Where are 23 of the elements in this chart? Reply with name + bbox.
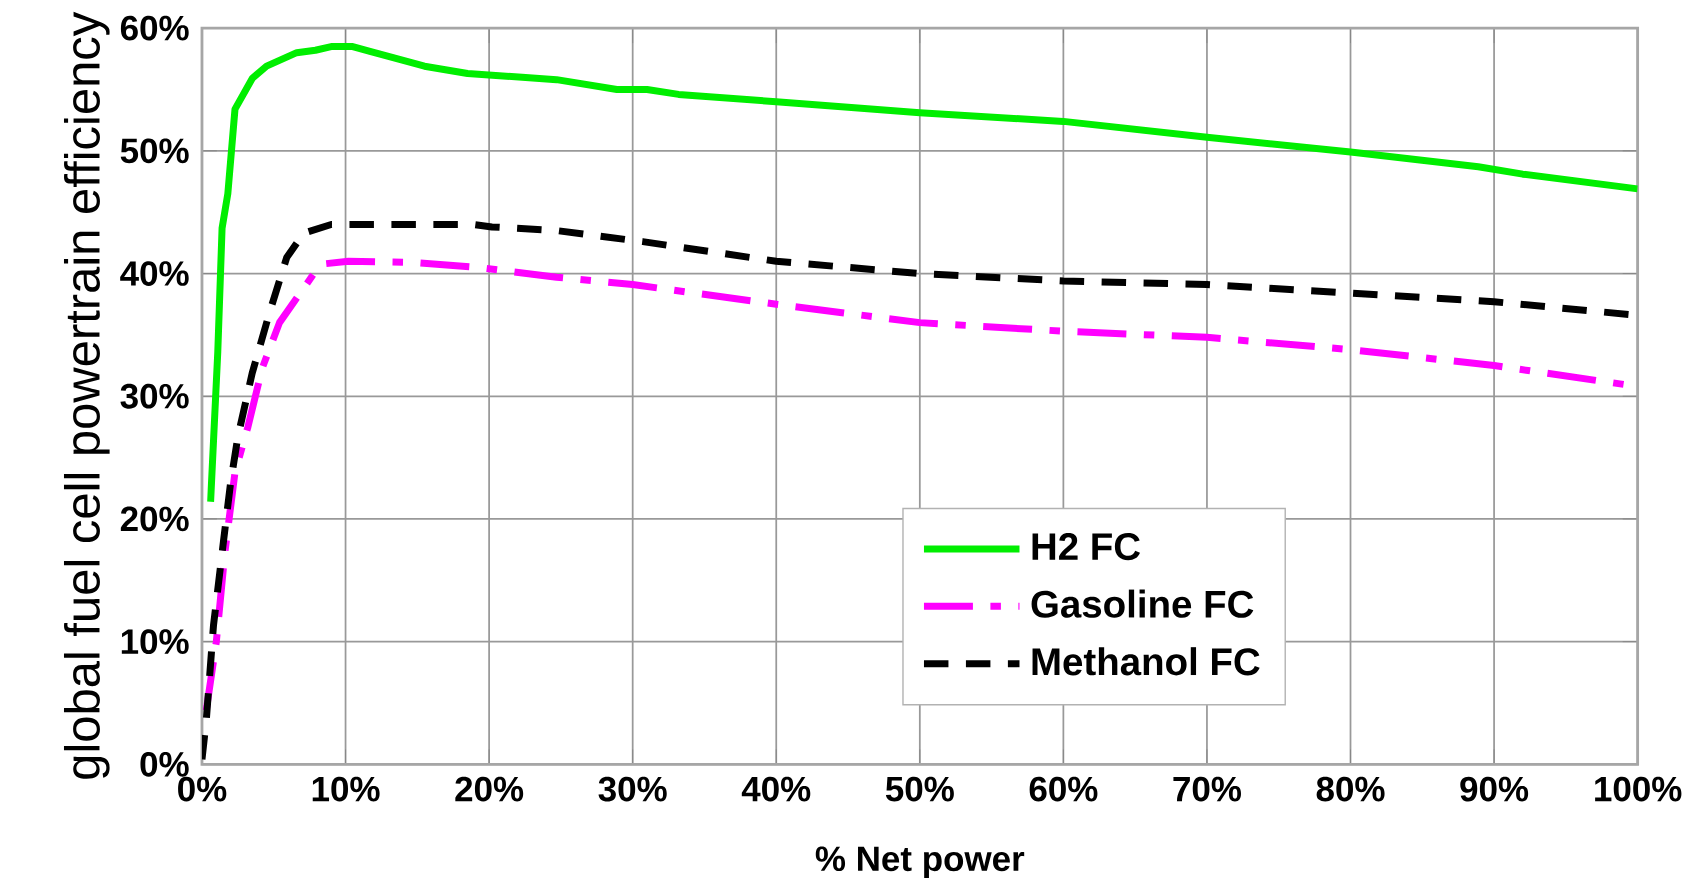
y-tick-label: 10% <box>121 629 189 655</box>
x-tick-label: 80% <box>1316 776 1385 802</box>
y-tick-label: 50% <box>120 138 189 164</box>
legend-label: Methanol FC <box>1032 647 1260 676</box>
y-tick-label: 20% <box>120 506 189 532</box>
legend-label: H2 FC <box>1032 533 1140 561</box>
x-tick-label: 20% <box>455 776 524 802</box>
x-tick-label: 90% <box>1460 776 1529 802</box>
x-tick-label: 50% <box>885 776 954 802</box>
x-tick-label: 10% <box>312 776 380 802</box>
x-tick-label: 60% <box>1029 776 1098 802</box>
legend-label: Gasoline FC <box>1031 589 1254 618</box>
x-tick-label: 70% <box>1173 776 1241 802</box>
x-tick-label: 0% <box>178 776 227 802</box>
x-axis-title: % Net power <box>815 846 1025 879</box>
x-tick-label: 30% <box>598 776 667 802</box>
y-tick-label: 30% <box>120 383 189 409</box>
y-tick-label: 40% <box>120 261 189 287</box>
y-tick-label: 60% <box>120 15 189 41</box>
x-tick-label: 100% <box>1595 776 1682 802</box>
x-tick-label: 40% <box>741 776 811 802</box>
y-tick-label: 0% <box>140 752 189 777</box>
y-axis-title: global fuel cell powertrain efficiency <box>63 11 110 779</box>
